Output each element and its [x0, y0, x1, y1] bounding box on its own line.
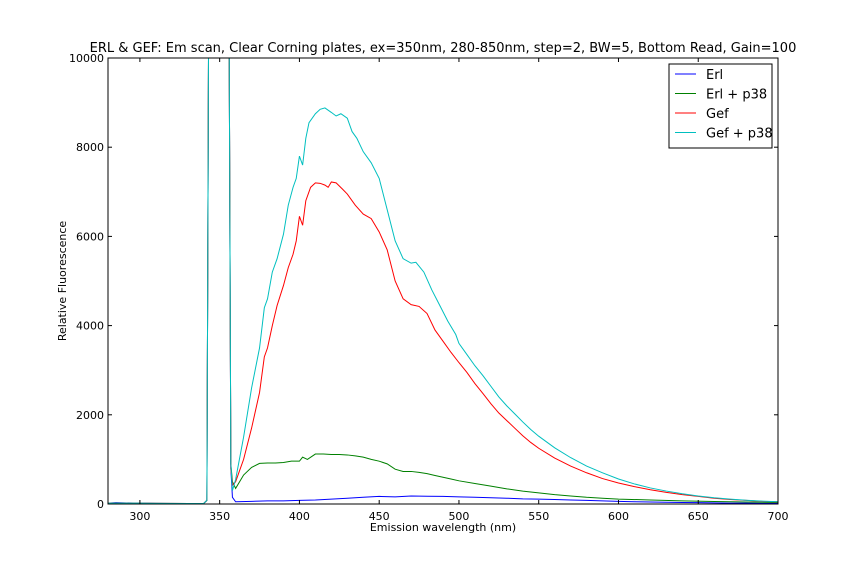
plot-frame	[107, 57, 779, 505]
chart-title: ERL & GEF: Em scan, Clear Corning plates…	[90, 41, 797, 56]
x-axis: 300 350 400 450 500 550 600 650 700	[129, 58, 789, 523]
x-tick-label: 350	[209, 510, 230, 523]
y-axis: 0 2000 4000 6000 8000 10000	[69, 52, 778, 511]
legend: Erl Erl + p38 Gef Gef + p38	[668, 63, 773, 149]
x-tick-label: 500	[448, 510, 469, 523]
x-tick-label: 300	[129, 510, 150, 523]
series-line-3	[108, 58, 778, 504]
x-tick-label: 600	[608, 510, 629, 523]
x-tick-label: 550	[528, 510, 549, 523]
y-tick-label: 10000	[69, 52, 104, 65]
y-tick-label: 0	[97, 498, 104, 511]
legend-label: Erl + p38	[706, 88, 767, 103]
x-tick-label: 450	[369, 510, 390, 523]
y-tick-label: 6000	[76, 230, 104, 243]
x-tick-label: 700	[768, 510, 789, 523]
x-tick-label: 400	[289, 510, 310, 523]
legend-box	[668, 63, 773, 149]
x-tick-label: 650	[688, 510, 709, 523]
series-line-2	[108, 58, 778, 504]
y-tick-label: 2000	[76, 409, 104, 422]
legend-label: Erl	[706, 68, 723, 83]
legend-label: Gef	[706, 107, 729, 122]
y-tick-label: 4000	[76, 320, 104, 333]
x-axis-label: Emission wavelength (nm)	[370, 521, 516, 534]
series-layer	[108, 58, 778, 504]
y-axis-label: Relative Fluorescence	[56, 221, 69, 342]
y-tick-label: 8000	[76, 141, 104, 154]
legend-label: Gef + p38	[706, 127, 773, 142]
